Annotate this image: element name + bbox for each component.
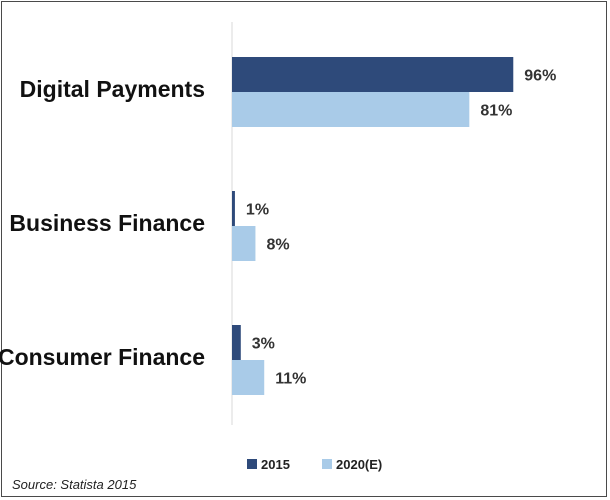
category-label: Consumer Finance xyxy=(0,344,205,370)
bar-2020e xyxy=(232,360,265,395)
legend-label: 2015 xyxy=(261,457,290,472)
bar-2020e xyxy=(232,92,470,127)
legend: 2015 2020(E) xyxy=(247,457,382,472)
legend-swatch xyxy=(322,459,332,469)
legend-label: 2020(E) xyxy=(336,457,382,472)
legend-swatch xyxy=(247,459,257,469)
category-label: Digital Payments xyxy=(20,76,205,102)
category-label: Business Finance xyxy=(9,210,205,236)
data-label: 81% xyxy=(480,103,512,120)
bar-2015 xyxy=(232,191,235,226)
data-label: 3% xyxy=(252,336,275,353)
source-note: Source: Statista 2015 xyxy=(12,477,137,492)
data-label: 8% xyxy=(266,237,289,254)
data-label: 96% xyxy=(524,68,556,85)
bar-2015 xyxy=(232,325,241,360)
data-label: 11% xyxy=(275,371,306,388)
bar-2020e xyxy=(232,226,256,261)
bar-2015 xyxy=(232,57,514,92)
data-label: 1% xyxy=(246,202,269,219)
